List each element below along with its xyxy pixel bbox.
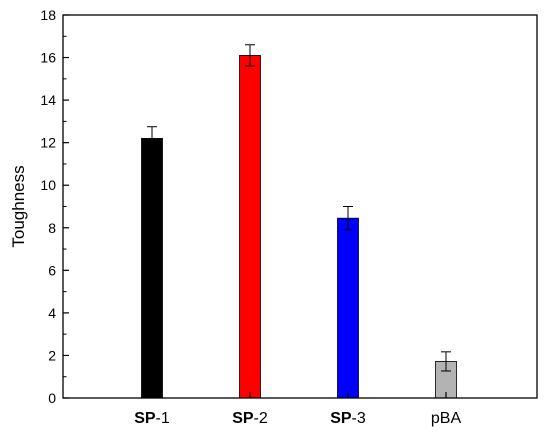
error-bars-layer	[147, 44, 451, 372]
x-tick-label: SP-2	[232, 410, 268, 427]
y-tick-label: 6	[48, 262, 56, 278]
x-tick-label-suffix: -2	[254, 410, 268, 427]
x-tick-label-prefix: SP	[330, 410, 352, 427]
y-tick-label: 8	[48, 220, 56, 236]
x-tick-label-prefix: SP	[134, 410, 156, 427]
y-tick-label: 12	[40, 135, 56, 151]
y-tick-label: 10	[40, 177, 56, 193]
x-tick-label: SP-3	[330, 410, 366, 427]
bar	[239, 55, 261, 399]
bars-layer	[141, 55, 457, 399]
x-axis-labels: SP-1 SP-2 SP-3 pBA	[134, 392, 461, 427]
y-tick-label: 14	[40, 92, 56, 108]
x-tick-label-suffix: -3	[352, 410, 366, 427]
x-tick-label-suffix: -1	[156, 410, 170, 427]
y-tick-label: 2	[48, 347, 56, 363]
x-tick-label-prefix: SP	[232, 410, 254, 427]
x-tick-label: pBA	[431, 410, 462, 427]
bar	[337, 217, 359, 399]
y-tick-label: 4	[48, 305, 56, 321]
bar	[141, 138, 163, 399]
y-axis-label: Toughness	[9, 165, 28, 247]
y-tick-label: 18	[40, 7, 56, 23]
y-tick-label: 0	[48, 390, 56, 406]
x-tick-label-suffix: pBA	[431, 410, 462, 427]
y-axis-ticks: 0 2 4 6 8 10 12 14 16 18	[40, 7, 69, 406]
x-tick-label: SP-1	[134, 410, 170, 427]
y-tick-label: 16	[40, 50, 56, 66]
plot-frame	[62, 14, 538, 399]
